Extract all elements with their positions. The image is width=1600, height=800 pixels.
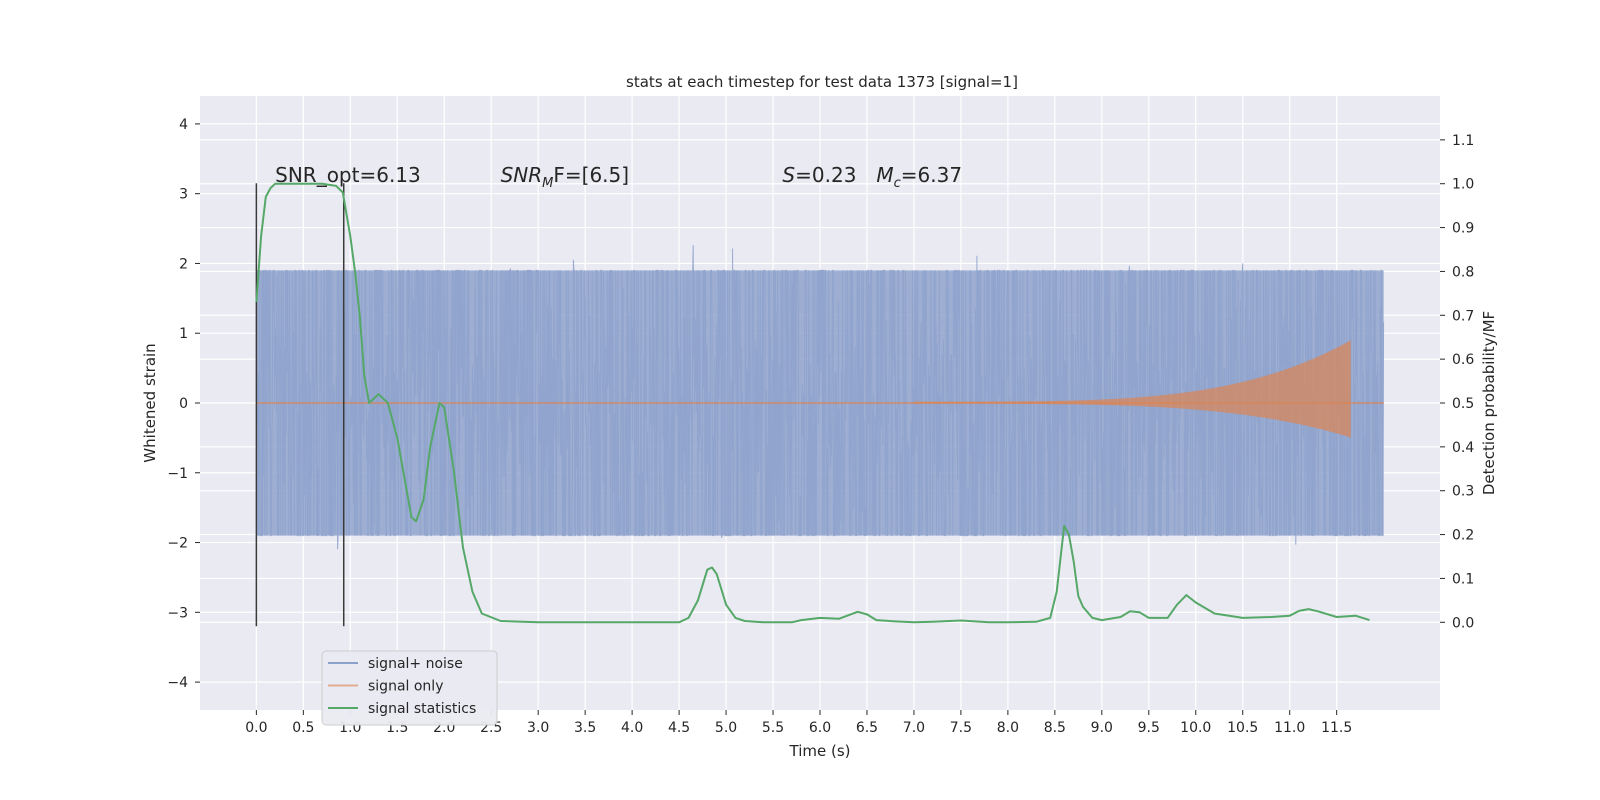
x-tick-label: 8.0 — [997, 720, 1019, 736]
left-y-axis-ticks: 4 3 2 1 0 −1 −2 −3 −4 — [167, 117, 200, 691]
legend: signal+ noise signal only signal statistic… — [321, 650, 498, 726]
signal-statistics-line — [255, 182, 1370, 624]
x-tick-label: 10.5 — [1227, 720, 1258, 736]
signal-only-trace — [256, 340, 1384, 438]
x-tick-label: 5.5 — [762, 720, 784, 736]
x-tick-label: 0.5 — [292, 720, 314, 736]
x-tick-label: 5.0 — [715, 720, 737, 736]
x-tick-label: 8.5 — [1044, 720, 1066, 736]
right-y-tick-label: 0.7 — [1452, 308, 1474, 324]
right-y-tick-label: 0.0 — [1452, 615, 1474, 631]
x-tick-label: 11.0 — [1274, 720, 1305, 736]
signal-only-envelope — [913, 340, 1351, 438]
x-tick-label: 7.0 — [903, 720, 925, 736]
left-y-tick-label: −2 — [167, 536, 188, 552]
left-y-tick-label: 0 — [179, 396, 188, 412]
x-tick-label: 3.5 — [574, 720, 596, 736]
stat-annotation: SNRMF=[6.5] — [501, 163, 629, 191]
x-tick-label: 10.0 — [1180, 720, 1211, 736]
x-tick-label: 3.0 — [527, 720, 549, 736]
x-tick-label: 9.5 — [1138, 720, 1160, 736]
right-y-tick-label: 0.3 — [1452, 484, 1474, 500]
x-tick-label: 7.5 — [950, 720, 972, 736]
right-y-axis-ticks: 1.1 1.0 0.9 0.8 0.7 0.6 0.5 0.4 0.3 0.2 0.1 0.0 — [1440, 133, 1474, 631]
x-tick-label: 4.5 — [668, 720, 690, 736]
left-y-tick-label: 1 — [179, 326, 188, 342]
x-tick-label: 0.0 — [245, 720, 267, 736]
right-y-tick-label: 1.0 — [1452, 177, 1474, 193]
x-tick-label: 6.0 — [809, 720, 831, 736]
stat-annotation: S=0.23 — [782, 163, 856, 187]
right-y-tick-label: 0.1 — [1452, 571, 1474, 587]
left-y-axis-label: Whitened strain — [141, 343, 159, 462]
legend-label: signal statistics — [368, 701, 476, 717]
x-tick-label: 4.0 — [621, 720, 643, 736]
right-y-tick-label: 0.8 — [1452, 264, 1474, 280]
left-y-tick-label: −3 — [167, 605, 188, 621]
legend-label: signal+ noise — [368, 656, 463, 672]
legend-box — [321, 650, 498, 726]
noise-line — [256, 245, 1385, 550]
right-y-tick-label: 0.4 — [1452, 440, 1474, 456]
right-y-tick-label: 0.2 — [1452, 528, 1474, 544]
x-tick-label: 11.5 — [1321, 720, 1352, 736]
right-y-tick-label: 1.1 — [1452, 133, 1474, 149]
left-y-tick-label: 2 — [179, 256, 188, 272]
right-y-tick-label: 0.5 — [1452, 396, 1474, 412]
x-axis-label: Time (s) — [789, 742, 851, 760]
stat-annotation: Mc=6.37 — [876, 163, 962, 191]
x-axis-ticks: 0.0 0.5 1.0 1.5 2.0 2.5 3.0 3.5 4.0 4.5 5.0 5.5 6.0 6… — [245, 710, 1352, 736]
x-tick-label: 9.0 — [1091, 720, 1113, 736]
right-y-tick-label: 0.9 — [1452, 221, 1474, 237]
signal-statistics-trace — [255, 182, 1370, 624]
annotations: SNR_opt=6.13 SNRMF=[6.5] S=0.23 Mc=6.37 — [275, 163, 962, 191]
left-y-tick-label: 3 — [179, 187, 188, 203]
left-y-tick-label: −4 — [167, 675, 188, 691]
right-y-tick-label: 0.6 — [1452, 352, 1474, 368]
vertical-markers — [255, 183, 345, 627]
x-tick-label: 6.5 — [856, 720, 878, 736]
right-y-axis-label: Detection probability/MF — [1480, 311, 1498, 495]
chart-title: stats at each timestep for test data 137… — [626, 73, 1018, 91]
legend-label: signal only — [368, 679, 443, 695]
left-y-tick-label: −1 — [167, 466, 188, 482]
stat-annotation: SNR_opt=6.13 — [275, 163, 421, 187]
left-y-tick-label: 4 — [179, 117, 188, 133]
